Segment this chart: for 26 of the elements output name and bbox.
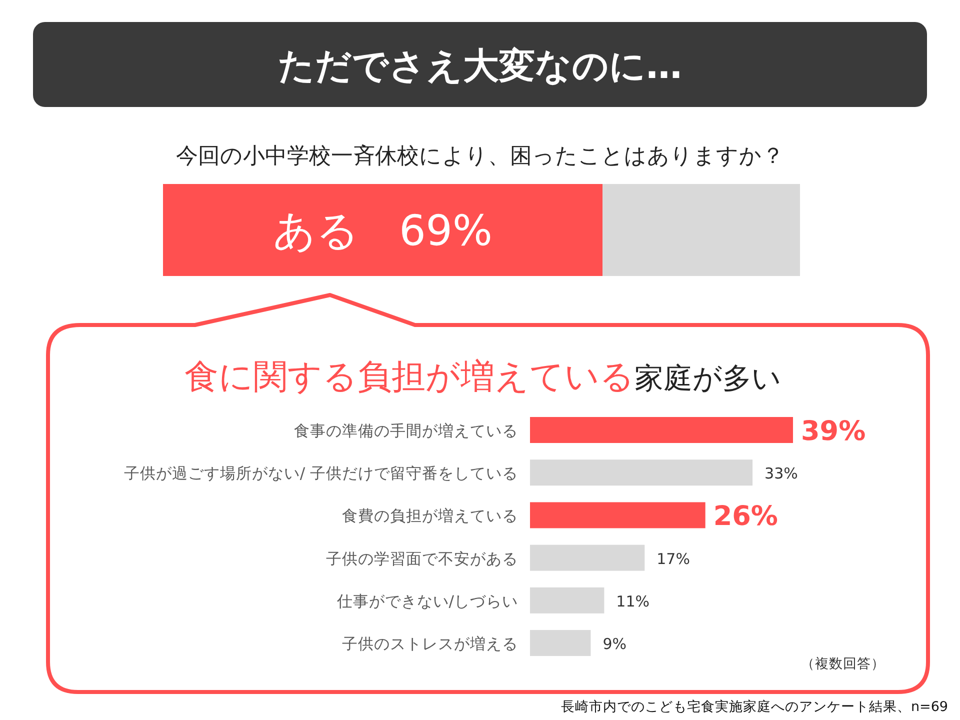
bar [530,544,645,571]
chart-subtitle: 家庭が多い [634,361,782,395]
series-label: ある [273,206,360,255]
data-label: 26% [713,501,778,532]
data-label: 69% [399,206,492,255]
bar [530,417,793,443]
bar [530,587,604,614]
y-tick-label: 子供のストレスが増える [342,635,518,653]
data-label: 39% [801,416,866,447]
data-label: 33% [764,464,798,483]
text: （複数回答） [801,656,885,672]
chart-subtitle: 今回の小中学校一斉休校により、困ったことはありますか？ [176,144,784,169]
chart-title: ただでさえ大変なのに… [278,46,682,87]
y-tick-label: 仕事ができない/しづらい [336,592,518,610]
bar [530,502,706,528]
data-label: 9% [602,635,626,653]
data-label: 17% [656,550,690,568]
y-tick-label: 子供が過ごす場所がない/ 子供だけで留守番をしている [124,464,518,483]
bar [530,630,591,656]
y-tick-label: 食費の負担が増えている [342,507,518,526]
y-tick-label: 子供の学習面で不安がある [326,550,518,568]
data-label: 11% [616,592,650,610]
bar [530,460,753,486]
y-tick-label: 食事の準備の手間が増えている [294,422,518,440]
text: 長崎市内でのこども宅食実施家庭へのアンケート結果、n=69 [560,699,948,715]
chart-title: 食に関する負担が増えている [184,357,634,397]
